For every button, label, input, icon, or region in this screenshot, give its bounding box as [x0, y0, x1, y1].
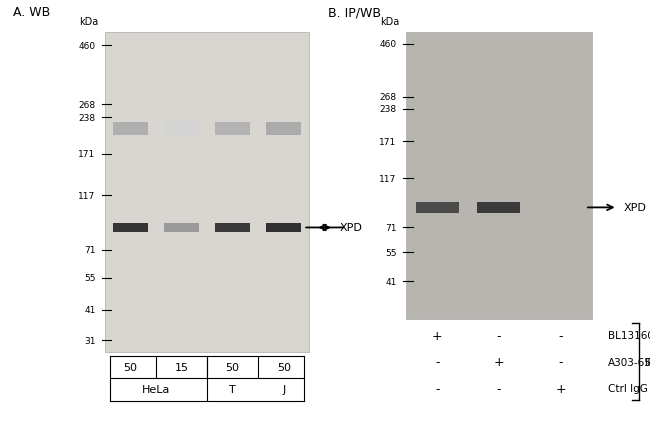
Text: -: -	[558, 355, 563, 368]
Text: -: -	[435, 355, 439, 368]
Text: Ctrl IgG: Ctrl IgG	[608, 383, 647, 394]
Text: 55: 55	[84, 273, 96, 282]
Text: HeLa: HeLa	[142, 385, 170, 394]
Bar	[105, 33, 309, 352]
Text: A303-658A: A303-658A	[608, 357, 650, 367]
Text: XPD: XPD	[624, 203, 647, 213]
Bar	[477, 203, 521, 213]
Text: +: +	[555, 382, 566, 395]
Text: +: +	[493, 355, 504, 368]
Text: J: J	[282, 385, 285, 394]
Text: 171: 171	[78, 150, 96, 158]
Bar	[215, 223, 250, 233]
Text: -: -	[435, 382, 439, 395]
Text: kDa: kDa	[380, 17, 400, 26]
Text: 268: 268	[380, 93, 396, 102]
Text: 71: 71	[84, 246, 96, 255]
Text: +: +	[432, 329, 443, 342]
Bar	[266, 123, 301, 135]
Text: 238: 238	[380, 105, 396, 114]
Text: 117: 117	[78, 191, 96, 200]
Text: B. IP/WB: B. IP/WB	[328, 6, 382, 19]
Text: T: T	[229, 385, 236, 394]
Bar	[164, 123, 199, 135]
Text: kDa: kDa	[79, 17, 99, 26]
Text: BL13160: BL13160	[608, 330, 650, 340]
Bar	[164, 223, 199, 233]
Text: 50: 50	[277, 362, 291, 372]
Text: 41: 41	[385, 277, 396, 286]
Text: IP: IP	[645, 357, 650, 367]
Text: 31: 31	[84, 336, 96, 345]
Text: 55: 55	[385, 248, 396, 257]
Text: 171: 171	[379, 137, 396, 146]
Text: 50: 50	[124, 362, 137, 372]
Text: 268: 268	[79, 101, 96, 109]
Text: 117: 117	[379, 174, 396, 183]
Text: -: -	[497, 329, 501, 342]
Bar	[406, 33, 592, 319]
Text: -: -	[497, 382, 501, 395]
Bar	[415, 203, 459, 213]
Text: A. WB: A. WB	[13, 6, 50, 19]
Text: 41: 41	[84, 305, 96, 314]
Text: -: -	[558, 329, 563, 342]
Bar	[215, 123, 250, 135]
Bar	[113, 223, 148, 233]
Text: XPD: XPD	[340, 223, 363, 233]
Text: 460: 460	[380, 40, 396, 49]
Text: 71: 71	[385, 223, 396, 232]
Bar	[113, 123, 148, 135]
Bar	[266, 223, 301, 233]
Text: 50: 50	[226, 362, 240, 372]
Text: 238: 238	[79, 114, 96, 123]
Text: 15: 15	[174, 362, 188, 372]
Text: 460: 460	[79, 42, 96, 51]
